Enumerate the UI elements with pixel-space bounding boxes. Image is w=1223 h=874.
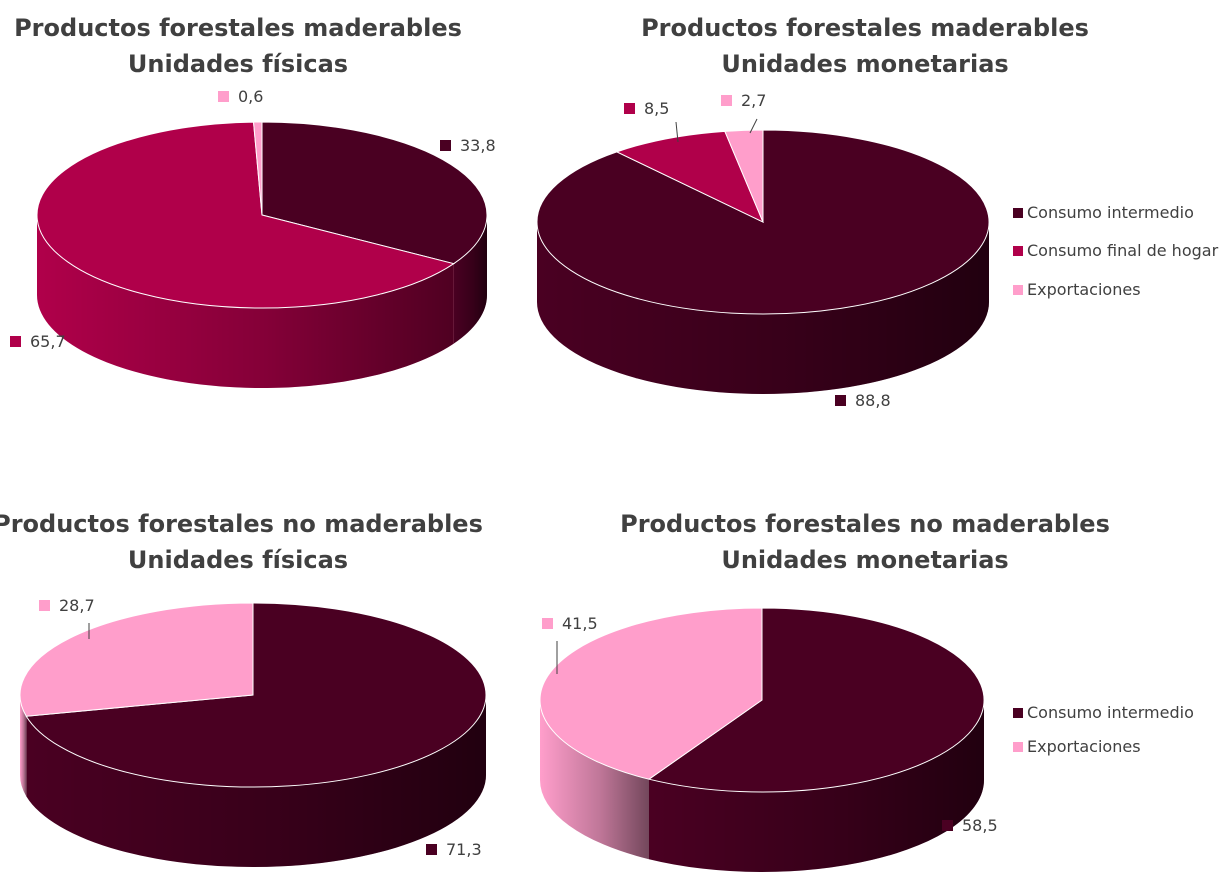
- chart-title: Productos forestales maderables: [14, 14, 462, 42]
- pie-side-shade: [20, 695, 27, 797]
- data-label-key: [218, 91, 229, 102]
- legend-entry: Exportaciones: [1027, 280, 1141, 299]
- chart-subtitle: Unidades físicas: [128, 50, 348, 78]
- chart-title: Productos forestales no maderables: [620, 510, 1110, 538]
- data-label: 41,5: [562, 614, 598, 633]
- data-label-key: [624, 103, 635, 114]
- pie-slice-consumo-final-de-hogares: [615, 130, 764, 224]
- legend-swatch: [1013, 285, 1023, 295]
- chart-title: Productos forestales maderables: [641, 14, 1089, 42]
- pie-side-shade: [453, 215, 487, 344]
- data-label-key: [10, 336, 21, 347]
- data-label-key: [835, 395, 846, 406]
- pie-chart-2: Productos forestales maderables Unidades …: [536, 14, 1219, 410]
- chart-subtitle: Unidades monetarias: [721, 50, 1008, 78]
- pie-chart-1: Productos forestales maderables Unidades …: [10, 14, 496, 388]
- data-label-key: [440, 140, 451, 151]
- data-label: 71,3: [446, 840, 482, 859]
- pie-chart-4: Productos forestales no maderables Unidad…: [539, 510, 1194, 873]
- data-label: 65,7: [30, 332, 66, 351]
- data-label-key: [426, 844, 437, 855]
- pie-slice-exportaciones: [724, 129, 764, 223]
- pie-side: [37, 215, 487, 388]
- chart-title: Productos forestales no maderables: [0, 510, 483, 538]
- legend-entry: Consumo intermedio: [1027, 703, 1194, 722]
- chart-subtitle: Unidades físicas: [128, 546, 348, 574]
- data-label: 8,5: [644, 99, 669, 118]
- data-label: 28,7: [59, 596, 95, 615]
- pie-chart-3: Productos forestales no maderables Unidad…: [0, 510, 487, 868]
- pie-slice-consumo-final-de-hogares: [36, 121, 455, 309]
- pie-side-shade: [37, 215, 454, 388]
- leader-line: [749, 118, 758, 134]
- pie-side: [540, 700, 984, 873]
- data-label: 0,6: [238, 87, 263, 106]
- data-label-key: [542, 618, 553, 629]
- pie-side-shade: [26, 695, 487, 868]
- pie-side: [20, 695, 487, 868]
- data-label: 2,7: [741, 91, 766, 110]
- legend-entry: Consumo final de hogar: [1027, 241, 1219, 260]
- pie-slice-exportaciones: [539, 607, 763, 780]
- data-label-key: [942, 820, 953, 831]
- data-label-key: [721, 95, 732, 106]
- pie-side-shade: [540, 700, 649, 860]
- pie-side: [537, 222, 989, 394]
- chart-subtitle: Unidades monetarias: [721, 546, 1008, 574]
- pie-side-shade: [537, 222, 989, 394]
- legend: Consumo intermedio Exportaciones: [1013, 703, 1194, 756]
- legend-swatch: [1013, 742, 1023, 752]
- pie-top: [19, 602, 487, 788]
- legend-swatch: [1013, 708, 1023, 718]
- pie-slice-consumo-intermedio: [647, 607, 985, 793]
- legend-entry: Consumo intermedio: [1027, 203, 1194, 222]
- pie-slice-exportaciones: [19, 602, 254, 717]
- legend-swatch: [1013, 208, 1023, 218]
- pie-top: [36, 121, 488, 309]
- data-label-key: [39, 600, 50, 611]
- pie-slice-consumo-intermedio: [261, 121, 488, 265]
- data-label: 88,8: [855, 391, 891, 410]
- legend-entry: Exportaciones: [1027, 737, 1141, 756]
- legend-swatch: [1013, 246, 1023, 256]
- leader-line: [675, 121, 679, 143]
- pie-top: [539, 607, 985, 793]
- pie-slice-exportaciones: [252, 121, 263, 216]
- pie-slice-consumo-intermedio: [25, 602, 487, 788]
- data-label: 58,5: [962, 816, 998, 835]
- pie-side-shade: [648, 700, 984, 873]
- legend: Consumo intermedio Consumo final de hogar…: [1013, 203, 1219, 299]
- data-label: 33,8: [460, 136, 496, 155]
- pie-top: [536, 129, 990, 315]
